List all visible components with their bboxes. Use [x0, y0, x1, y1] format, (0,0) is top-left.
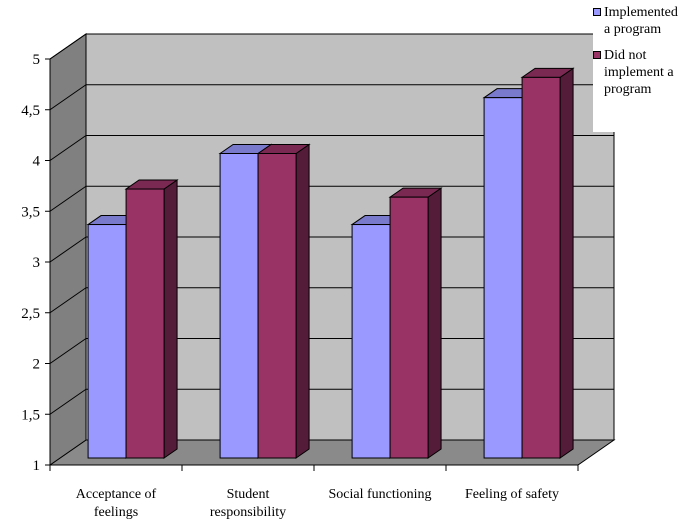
- gridline-side: [49, 33, 87, 60]
- x-category-label: Student: [227, 487, 270, 502]
- legend-label-not-implemented: Did not implement a program: [604, 47, 689, 98]
- legend-label-implemented: Implemented a program: [604, 4, 689, 38]
- bar-not-implemented: [388, 187, 443, 459]
- bar-not-implemented: [124, 179, 179, 459]
- bar-front: [483, 97, 523, 459]
- bar-not-implemented: [520, 67, 575, 459]
- x-category-label: responsibility: [210, 505, 286, 520]
- bar-front: [351, 224, 391, 459]
- gridline-side: [49, 287, 87, 314]
- legend-label-line: implement a: [604, 65, 674, 80]
- x-category-label: Acceptance of: [76, 487, 157, 502]
- y-axis: 1 1,5 2 2,5 3 3,5 4 4,5 5: [21, 52, 50, 474]
- legend-label-line: a program: [604, 22, 662, 37]
- y-tick-label: 2,5: [21, 306, 40, 322]
- bar-not-implemented: [256, 143, 311, 459]
- bar-side: [295, 143, 310, 459]
- y-tick-label: 4,5: [21, 103, 40, 119]
- gridline-side: [49, 388, 87, 415]
- y-tick-label: 4: [33, 154, 41, 170]
- x-category-label: Social functioning: [328, 487, 431, 502]
- y-tick-label: 3: [33, 255, 41, 271]
- gridline-side: [49, 236, 87, 263]
- gridline-side: [49, 185, 87, 212]
- bar-front: [125, 188, 165, 459]
- legend: Implemented a program Did not implement …: [593, 4, 689, 132]
- legend-swatch-implemented: [593, 8, 601, 16]
- bars: [86, 67, 575, 459]
- bar-side: [559, 67, 574, 459]
- y-tick-label: 1,5: [21, 407, 40, 423]
- y-tick-label: 3,5: [21, 204, 40, 220]
- bar-side: [427, 187, 442, 459]
- legend-item-implemented: Implemented a program: [593, 4, 689, 38]
- legend-swatch-not-implemented: [593, 51, 601, 59]
- y-tick-label: 5: [33, 52, 41, 68]
- x-category-label: Feeling of safety: [465, 487, 559, 502]
- bar-front: [389, 196, 429, 459]
- bar-front: [87, 224, 127, 459]
- y-tick-label: 2: [33, 357, 41, 373]
- bar-front: [219, 153, 259, 459]
- bar-side: [163, 179, 178, 459]
- bar-front: [257, 153, 297, 459]
- x-axis: Acceptance of feelings Student responsibili…: [49, 464, 579, 520]
- bar-front: [521, 76, 561, 459]
- legend-label-line: Implemented: [604, 5, 678, 20]
- legend-label-line: Did not: [604, 48, 647, 63]
- x-category-label: feelings: [94, 505, 138, 520]
- gridline-side: [49, 84, 87, 111]
- y-tick-label: 1: [33, 458, 41, 474]
- legend-label-line: program: [604, 82, 652, 97]
- gridline-side: [49, 135, 87, 161]
- legend-item-not-implemented: Did not implement a program: [593, 47, 689, 98]
- gridline-side: [49, 338, 87, 364]
